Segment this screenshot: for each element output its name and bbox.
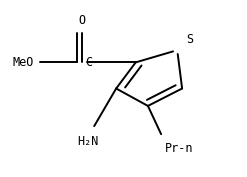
Text: C: C	[86, 56, 93, 69]
Text: Pr-n: Pr-n	[165, 142, 193, 155]
Text: S: S	[186, 33, 193, 46]
Text: H₂N: H₂N	[77, 135, 99, 148]
Text: O: O	[78, 14, 85, 27]
Text: MeO: MeO	[13, 56, 34, 69]
